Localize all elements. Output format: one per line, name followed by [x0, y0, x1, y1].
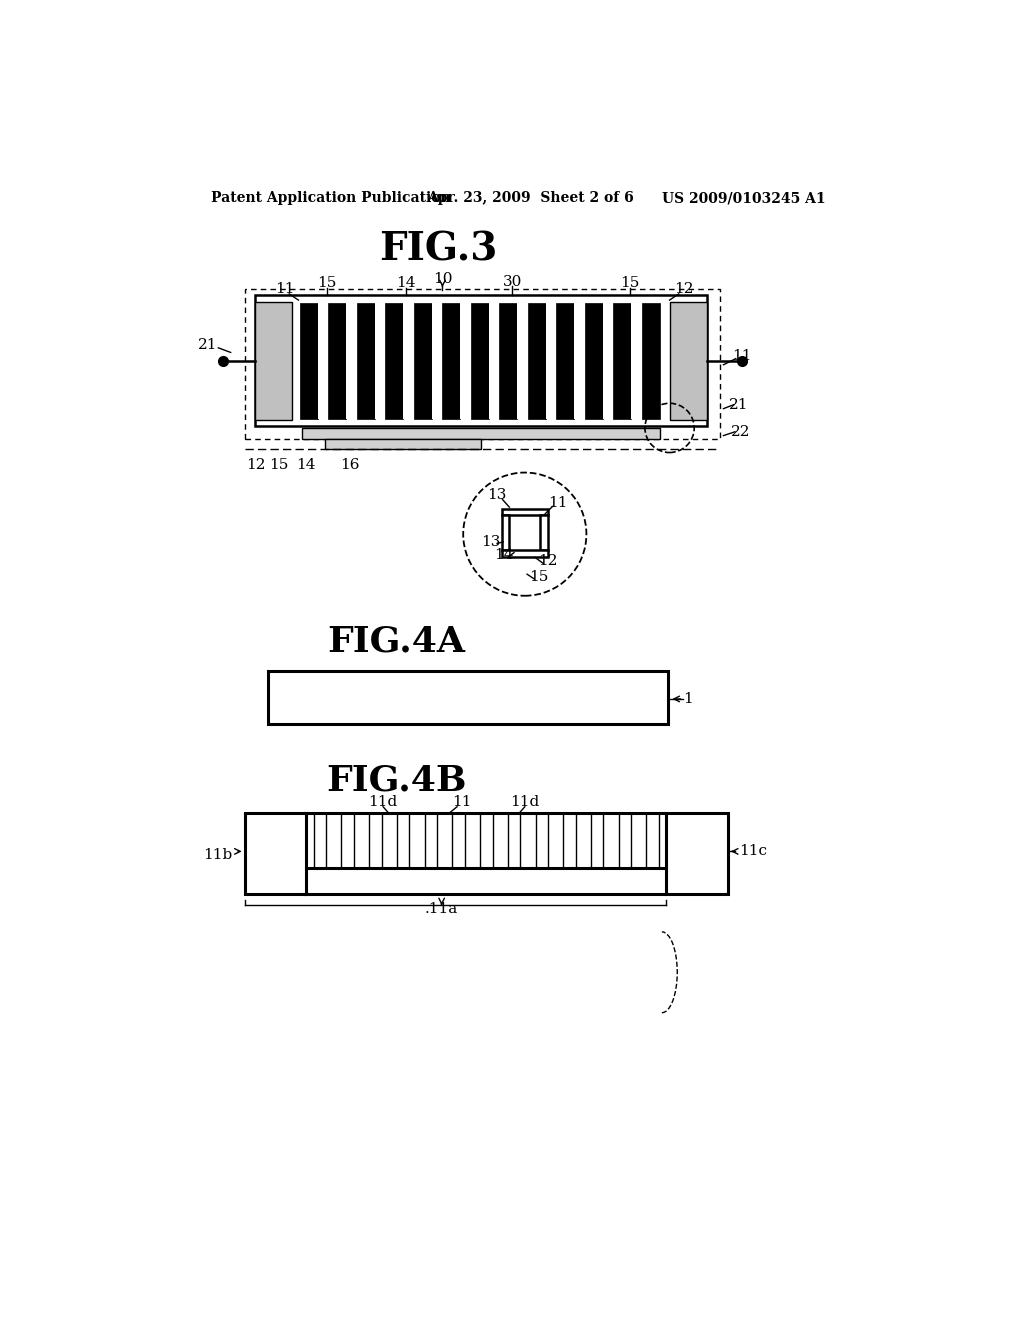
- Text: 13: 13: [481, 535, 501, 549]
- Text: FIG.3: FIG.3: [379, 230, 498, 268]
- Bar: [442, 304, 460, 418]
- Text: 15: 15: [268, 458, 288, 471]
- Bar: [613, 304, 631, 418]
- Bar: [670, 302, 707, 420]
- Text: 15: 15: [620, 276, 639, 290]
- Text: 21: 21: [729, 397, 749, 412]
- Text: 11: 11: [274, 282, 294, 296]
- Bar: [642, 304, 659, 418]
- Text: FIG.4B: FIG.4B: [326, 763, 467, 797]
- Text: Apr. 23, 2009  Sheet 2 of 6: Apr. 23, 2009 Sheet 2 of 6: [427, 191, 634, 206]
- Text: 11c: 11c: [739, 845, 767, 858]
- Bar: [245, 289, 720, 440]
- Bar: [502, 549, 548, 557]
- Text: Patent Application Publication: Patent Application Publication: [211, 191, 451, 206]
- Text: 14: 14: [495, 548, 514, 562]
- Text: 11: 11: [732, 348, 752, 363]
- Text: .11a: .11a: [425, 902, 459, 916]
- Bar: [300, 304, 317, 418]
- Bar: [602, 304, 613, 418]
- Bar: [556, 304, 574, 418]
- Bar: [375, 304, 385, 418]
- Text: 22: 22: [731, 425, 751, 438]
- Bar: [301, 428, 660, 438]
- Bar: [528, 304, 546, 418]
- Bar: [317, 304, 329, 418]
- Bar: [488, 304, 500, 418]
- Text: 11d: 11d: [510, 795, 540, 809]
- Text: 12: 12: [539, 554, 558, 568]
- Bar: [245, 813, 306, 894]
- Text: 13: 13: [487, 488, 507, 502]
- Bar: [414, 304, 431, 418]
- Text: 12: 12: [674, 282, 693, 296]
- Bar: [471, 304, 488, 418]
- Bar: [267, 671, 668, 723]
- Bar: [541, 515, 548, 549]
- Text: 12: 12: [247, 458, 266, 471]
- Text: 1: 1: [683, 692, 693, 706]
- Bar: [329, 304, 346, 418]
- Bar: [403, 304, 414, 418]
- Text: US 2009/0103245 A1: US 2009/0103245 A1: [662, 191, 825, 206]
- Text: 14: 14: [396, 276, 416, 290]
- Bar: [517, 304, 528, 418]
- Bar: [460, 304, 471, 418]
- Bar: [502, 515, 509, 549]
- Bar: [500, 304, 517, 418]
- Bar: [255, 302, 292, 420]
- Text: 16: 16: [340, 458, 359, 471]
- Bar: [255, 296, 707, 426]
- Text: 11: 11: [548, 495, 567, 510]
- Text: FIG.4A: FIG.4A: [328, 624, 465, 659]
- Bar: [667, 813, 728, 894]
- Text: 11: 11: [452, 795, 471, 809]
- Text: 15: 15: [317, 276, 337, 290]
- Text: 14: 14: [296, 458, 315, 471]
- Bar: [585, 304, 602, 418]
- Bar: [357, 304, 375, 418]
- Bar: [431, 304, 442, 418]
- Text: 11d: 11d: [369, 795, 397, 809]
- Bar: [325, 438, 481, 449]
- Bar: [546, 304, 556, 418]
- Text: 11b: 11b: [203, 849, 232, 862]
- Text: 10: 10: [433, 272, 453, 286]
- Bar: [385, 304, 403, 418]
- Text: 15: 15: [529, 569, 548, 583]
- Bar: [574, 304, 585, 418]
- Bar: [631, 304, 642, 418]
- Text: 30: 30: [503, 275, 522, 289]
- Bar: [502, 508, 548, 515]
- Bar: [346, 304, 357, 418]
- Text: 21: 21: [198, 338, 217, 351]
